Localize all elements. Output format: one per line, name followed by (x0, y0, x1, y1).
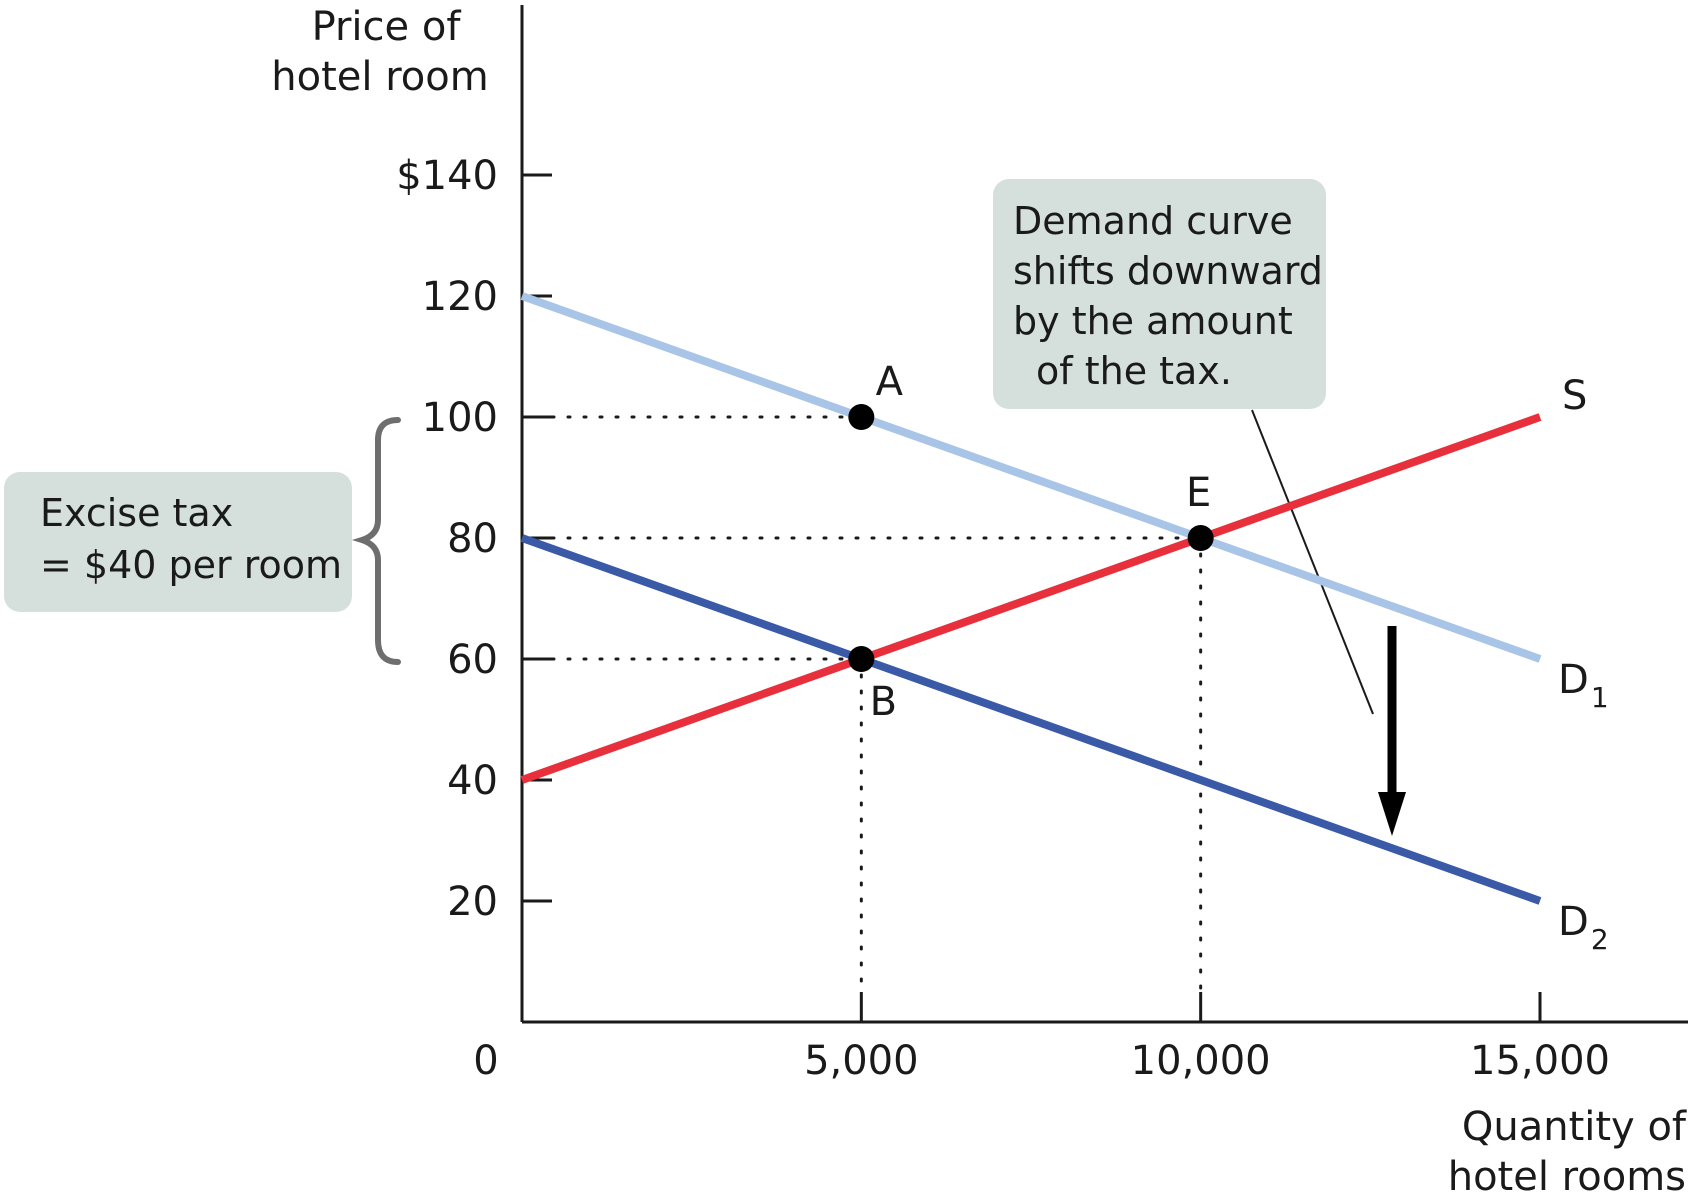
x-axis-title-line-2: hotel rooms (1448, 1154, 1686, 1200)
point-A (848, 404, 875, 430)
tax-callout-line-1: Excise tax (40, 491, 233, 535)
shift-arrow-head (1378, 792, 1406, 836)
x-axis-title-line-1: Quantity of (1462, 1104, 1687, 1150)
y-tick-label: 100 (422, 395, 498, 441)
point-label-B: B (870, 679, 897, 725)
point-label-A: A (876, 359, 904, 405)
tax-callout-line-2: = $40 per room (40, 543, 342, 587)
point-E (1187, 525, 1214, 551)
tax-callout: Excise tax = $40 per room (4, 472, 352, 612)
shift-arrow (1378, 626, 1406, 836)
point-label-E: E (1186, 470, 1211, 516)
x-tick-label: 15,000 (1470, 1038, 1610, 1084)
curve-label-D2: D2 (1558, 899, 1609, 956)
y-tick-label: $140 (396, 153, 498, 199)
curve-label-S: S (1562, 373, 1587, 419)
curve-label-D1: D1 (1558, 657, 1609, 714)
shift-callout: Demand curve shifts downward by the amou… (993, 179, 1326, 409)
y-tick-label: 60 (447, 637, 498, 683)
shift-callout-line-1: Demand curve (1013, 199, 1293, 243)
tax-brace (351, 417, 401, 665)
curve-D2 (520, 534, 1542, 905)
y-tick-label: 20 (447, 879, 498, 925)
y-axis-title-line-2: hotel room (271, 54, 488, 100)
y-axis-title-line-1: Price of (312, 4, 462, 50)
curve-S (520, 413, 1542, 784)
x-tick-label: 5,000 (804, 1038, 919, 1084)
shift-callout-line-3: by the amount (1013, 299, 1293, 343)
curve-D1 (520, 292, 1542, 663)
tax-callout-box (4, 472, 352, 612)
shift-callout-line-4: of the tax. (1036, 349, 1232, 393)
point-B (848, 646, 875, 672)
y-tick-label: 80 (447, 516, 498, 562)
shift-callout-line-2: shifts downward (1013, 249, 1323, 293)
x-tick-label: 0 (473, 1038, 498, 1084)
y-tick-label: 40 (447, 758, 498, 804)
shift-callout-leader (1251, 409, 1374, 715)
x-tick-label: 10,000 (1131, 1038, 1271, 1084)
shift-callout-box (993, 179, 1326, 409)
y-tick-label: 120 (422, 274, 498, 320)
